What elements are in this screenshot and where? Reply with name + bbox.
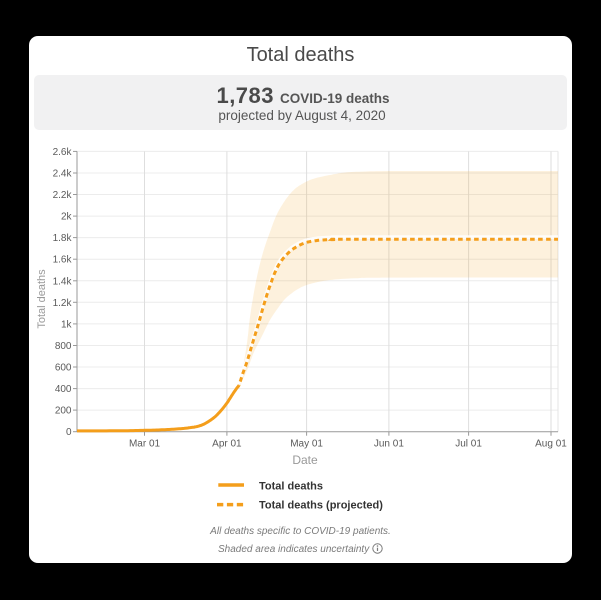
svg-text:1.4k: 1.4k: [53, 276, 73, 287]
svg-text:Total deaths (projected): Total deaths (projected): [259, 500, 383, 512]
svg-text:1.2k: 1.2k: [53, 298, 73, 309]
svg-text:Aug 01: Aug 01: [535, 439, 567, 450]
svg-text:Date: Date: [292, 453, 318, 467]
svg-text:0: 0: [66, 427, 72, 438]
svg-text:1.6k: 1.6k: [53, 255, 73, 266]
svg-text:600: 600: [55, 363, 72, 374]
svg-text:2.2k: 2.2k: [53, 190, 73, 201]
svg-text:Total deaths: Total deaths: [36, 269, 48, 329]
svg-text:1k: 1k: [61, 319, 73, 330]
svg-text:May 01: May 01: [290, 439, 323, 450]
svg-text:1.8k: 1.8k: [53, 233, 73, 244]
svg-text:Total deaths: Total deaths: [259, 481, 323, 493]
svg-text:Apr 01: Apr 01: [212, 439, 242, 450]
svg-text:200: 200: [55, 406, 72, 417]
svg-text:Jul 01: Jul 01: [455, 439, 482, 450]
svg-text:Mar 01: Mar 01: [129, 439, 161, 450]
svg-text:400: 400: [55, 384, 72, 395]
svg-text:Jun 01: Jun 01: [374, 439, 404, 450]
svg-text:800: 800: [55, 341, 72, 352]
svg-text:2.4k: 2.4k: [53, 169, 73, 180]
svg-text:2k: 2k: [61, 212, 73, 223]
svg-text:2.6k: 2.6k: [53, 147, 73, 158]
